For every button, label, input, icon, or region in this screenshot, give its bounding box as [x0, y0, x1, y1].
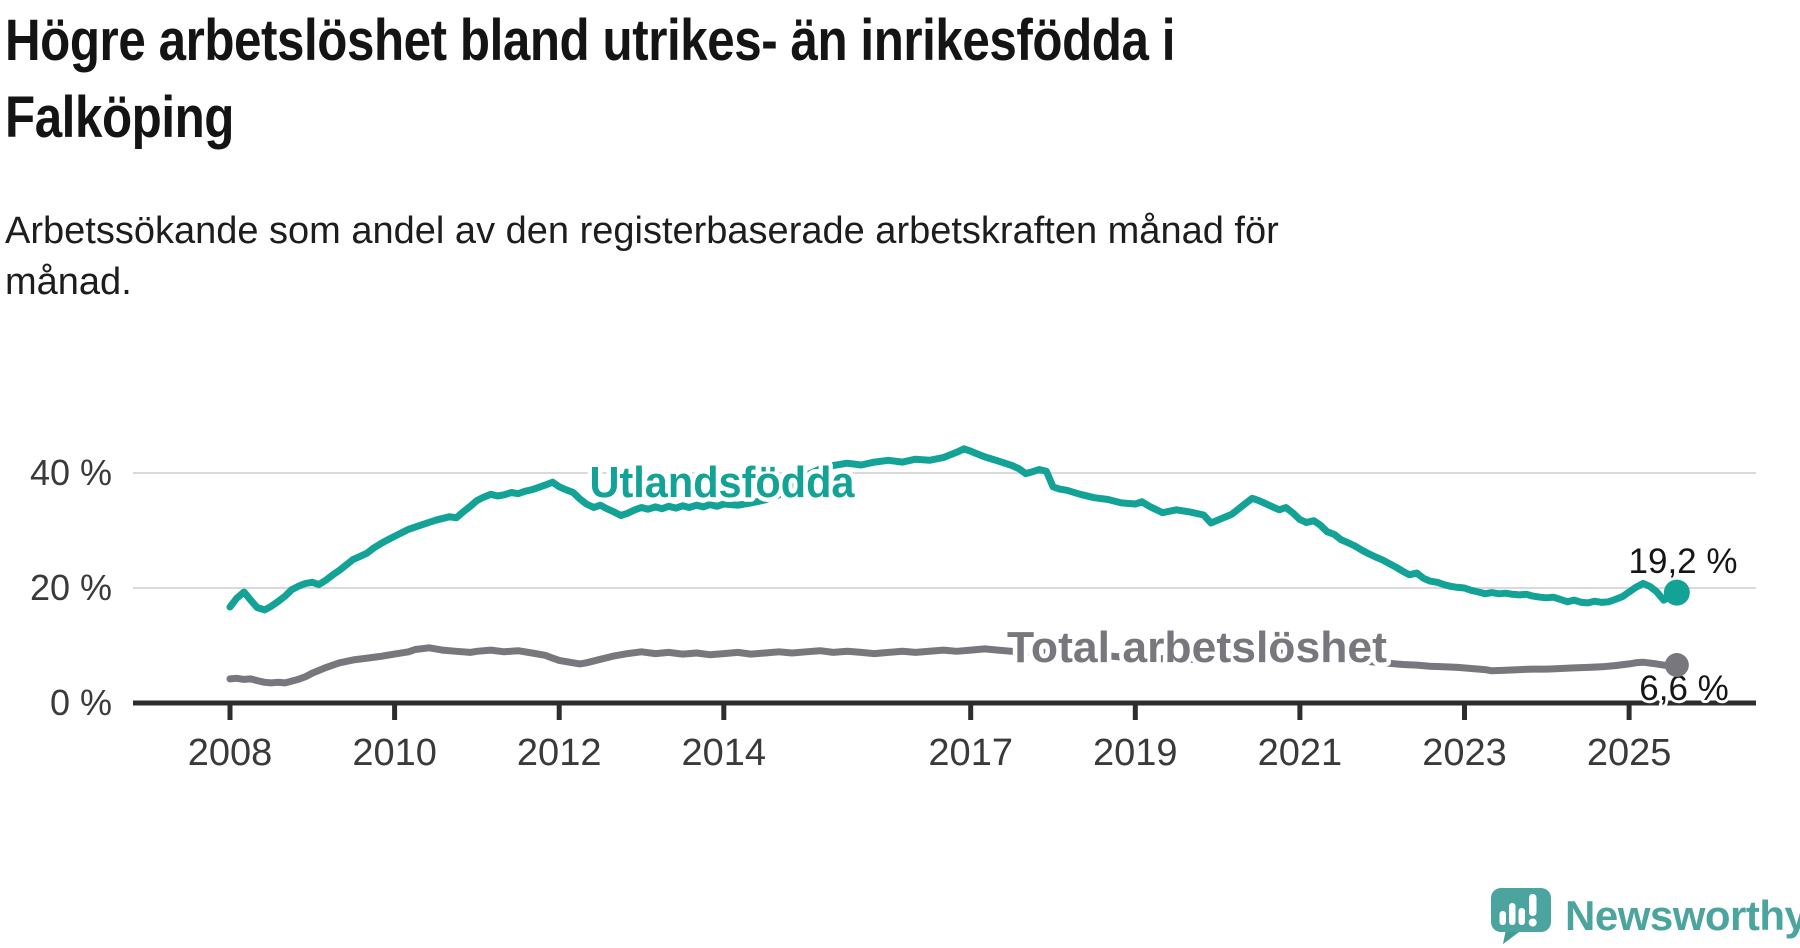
- series-line-total-arbetsl-shet: [226, 644, 1681, 687]
- x-axis-label-2019: 2019: [1093, 732, 1178, 774]
- page-title: Högre arbetslöshet bland utrikes- än inr…: [5, 2, 1175, 156]
- end-value-label-total-arbetsl-shet: 6,6 %: [1639, 669, 1729, 708]
- y-axis-label-20: 20 %: [30, 567, 112, 608]
- x-axis-label-2025: 2025: [1587, 732, 1672, 774]
- x-axis-label-2023: 2023: [1422, 732, 1507, 774]
- chart-subtitle-line-1: Arbetssökande som andel av den registerb…: [5, 210, 1279, 252]
- newsworthy-logo-icon: [1491, 888, 1551, 944]
- unemployment-line-chart: 0 % 20 % 40 % 2008 2010 2012 2014 2017 2019 2021 2…: [30, 445, 1756, 774]
- exclamation-dot: [1528, 918, 1537, 927]
- page-title-line-1: Högre arbetslöshet bland utrikes- än inr…: [5, 8, 1175, 73]
- speech-bubble-tail-shade: [1503, 932, 1519, 944]
- series-label-utlandsf-dda: Utlandsfödda: [590, 458, 855, 507]
- chart-subtitle-line-2: månad.: [5, 261, 132, 303]
- end-dot-total-arbetsl-shet: [1664, 653, 1689, 678]
- series-label-total-arbetsl-shet: Total arbetslöshet: [1007, 623, 1387, 672]
- chart-subtitle: Arbetssökande som andel av den registerb…: [5, 206, 1279, 308]
- end-value-label-utlandsf-dda: 19,2 %: [1629, 542, 1738, 581]
- x-axis-label-2017: 2017: [928, 732, 1013, 774]
- x-axis-label-2012: 2012: [517, 732, 602, 774]
- x-axis-label-2008: 2008: [188, 732, 273, 774]
- x-axis-label-2021: 2021: [1258, 732, 1343, 774]
- y-axis-label-0: 0 %: [50, 682, 112, 723]
- end-dot-utlandsf-dda: [1663, 579, 1690, 606]
- bar-chart-bar-3: [1518, 908, 1525, 925]
- page-title-line-2: Falköping: [5, 85, 234, 150]
- exclamation-bar: [1529, 894, 1537, 916]
- newsworthy-wordmark: Newsworthy: [1565, 892, 1800, 939]
- x-axis-label-2014: 2014: [682, 732, 767, 774]
- bar-chart-bar-2: [1509, 903, 1516, 925]
- y-axis-label-40: 40 %: [30, 452, 112, 493]
- x-axis-label-2010: 2010: [352, 732, 437, 774]
- series-line-utlandsf-dda: [226, 445, 1681, 614]
- bar-chart-bar-1: [1499, 911, 1506, 925]
- newsworthy-brand: Newsworthy: [1490, 886, 1800, 946]
